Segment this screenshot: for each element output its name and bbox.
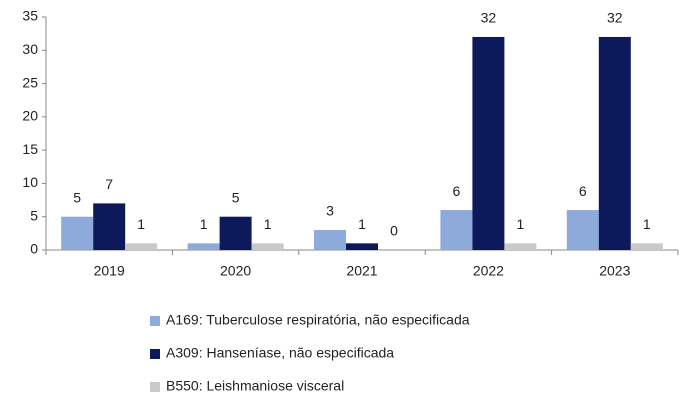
- data-label: 1: [200, 216, 208, 232]
- x-tick-label: 2019: [94, 263, 125, 279]
- data-label: 1: [137, 216, 145, 232]
- y-tick-label: 35: [22, 8, 38, 24]
- bar: [598, 36, 631, 250]
- data-label: 5: [232, 189, 240, 205]
- data-label: 1: [517, 216, 525, 232]
- data-label: 0: [390, 223, 398, 239]
- data-label: 7: [105, 176, 113, 192]
- data-label: 1: [643, 216, 651, 232]
- legend-label: A309: Hanseníase, não especificada: [166, 345, 394, 361]
- legend-label: B550: Leishmaniose visceral: [166, 378, 344, 394]
- bar: [61, 216, 94, 250]
- y-tick-label: 25: [22, 74, 38, 90]
- bar: [630, 243, 663, 250]
- bar: [472, 36, 505, 250]
- data-label: 1: [358, 216, 366, 232]
- bar: [93, 203, 126, 250]
- bar: [566, 210, 599, 250]
- x-tick-label: 2023: [599, 263, 630, 279]
- y-tick-label: 0: [30, 241, 38, 257]
- bar: [314, 230, 346, 250]
- bar: [504, 243, 537, 250]
- data-label: 6: [453, 183, 461, 199]
- x-tick-label: 2022: [473, 263, 504, 279]
- y-tick-label: 30: [22, 41, 38, 57]
- data-label: 6: [579, 183, 587, 199]
- y-tick-label: 15: [22, 141, 38, 157]
- legend-swatch: [150, 349, 160, 359]
- bar: [346, 243, 378, 250]
- bar: [187, 243, 220, 250]
- x-tick-label: 2021: [346, 263, 377, 279]
- data-label: 32: [481, 10, 497, 26]
- x-tick-label: 2020: [220, 263, 251, 279]
- data-label: 3: [326, 203, 334, 219]
- y-tick-label: 5: [30, 207, 38, 223]
- data-label: 32: [607, 10, 623, 26]
- bar: [219, 216, 252, 250]
- legend-swatch: [150, 316, 160, 326]
- bar: [125, 243, 158, 250]
- data-label: 1: [264, 216, 272, 232]
- bar: [251, 243, 284, 250]
- data-label: 5: [73, 189, 81, 205]
- legend-label: A169: Tuberculose respiratória, não espe…: [166, 312, 470, 328]
- bar: [440, 210, 473, 250]
- legend-swatch: [150, 382, 160, 392]
- y-tick-label: 20: [22, 108, 38, 124]
- y-tick-label: 10: [22, 174, 38, 190]
